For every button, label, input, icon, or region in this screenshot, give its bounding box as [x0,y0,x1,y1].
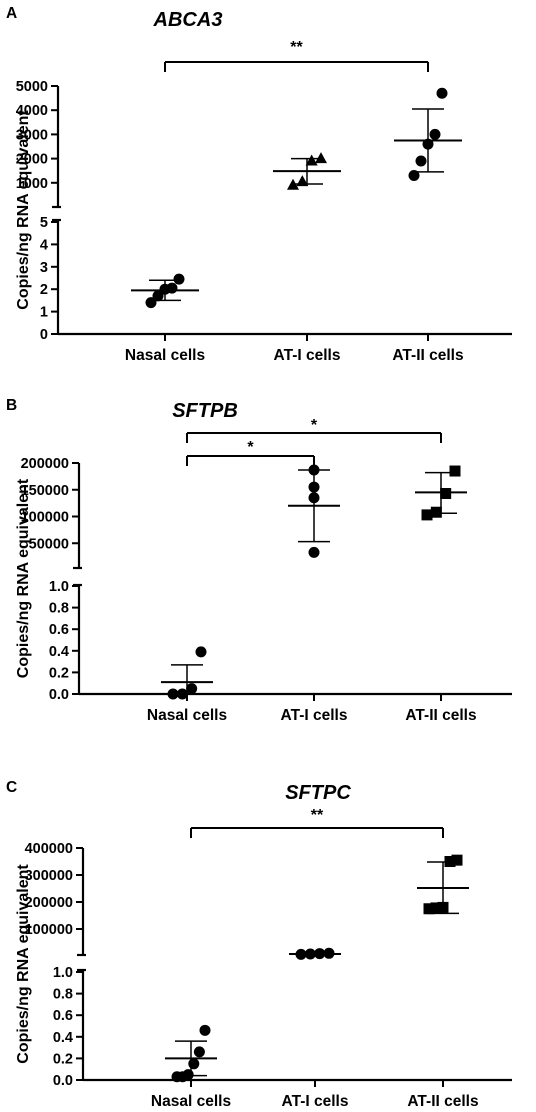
data-point [421,509,433,521]
x-tick-label: AT-I cells [281,707,348,724]
y-tick-label: 2000 [16,152,48,168]
panel-C: C SFTPC Copies/ng RNA equivalent 0.0 0.2 0.4 0… [6,779,512,1110]
x-tick-label: AT-II cells [392,347,463,364]
significance-bracket: ** [190,807,444,838]
data-point [408,170,420,182]
series-at-i-cells [273,152,341,190]
panel-label: B [6,397,17,414]
y-tick-label: 1000 [16,176,48,192]
x-tick-label: Nasal cells [125,347,205,364]
data-point [186,683,198,695]
data-point [199,1024,211,1036]
y-tick-label: 0 [40,327,48,343]
y-tick-label: 50000 [29,536,69,552]
data-point [430,506,442,518]
series-at-i-cells [289,947,341,960]
data-point [451,854,463,866]
series-nasal-cells [161,646,213,700]
y-tick-label: 0.0 [53,1073,73,1089]
data-point [193,1046,205,1058]
y-tick-label: 1.0 [49,579,69,595]
data-point [308,546,320,558]
y-tick-label: 200000 [21,456,69,472]
y-tick-label: 5000 [16,79,48,95]
data-point [152,290,164,302]
data-point [430,902,442,914]
y-tick-label: 300000 [25,868,73,884]
significance-bracket: * [186,417,442,443]
series-at-ii-cells [394,87,462,182]
y-tick-label: 1.0 [53,965,73,981]
data-point [449,465,461,477]
significance-label: ** [290,39,303,56]
series-nasal-cells [165,1024,217,1083]
series-nasal-cells [131,273,199,309]
panel-label: C [6,779,17,796]
significance-label: * [247,439,254,456]
y-axis-label: Copies/ng RNA equivalent [15,864,32,1064]
series-at-ii-cells [415,465,467,521]
y-tick-label: 3000 [16,127,48,143]
y-tick-label: 0.0 [49,687,69,703]
data-point [182,1069,194,1081]
y-tick-label: 3 [40,260,48,276]
series-at-i-cells [288,464,340,558]
y-tick-label: 0.4 [53,1030,73,1046]
chart-title: SFTPC [285,782,351,804]
x-tick-label: AT-I cells [274,347,341,364]
x-tick-label: AT-I cells [282,1093,349,1110]
x-tick-label: Nasal cells [147,707,227,724]
data-point [436,87,448,99]
data-point [195,646,207,658]
y-tick-label: 100000 [21,510,69,526]
y-tick-label: 0.2 [53,1051,73,1067]
significance-bracket: ** [164,39,429,72]
y-tick-label: 0.6 [53,1008,73,1024]
y-axis-label: Copies/ng RNA equivalent [15,478,32,678]
data-point [188,1058,200,1070]
y-axis-label: Copies/ng RNA equivalent [15,110,32,310]
panel-A: A ABCA3 Copies/ng RNA equivalent 0 1 2 3 4 5 1000… [6,5,512,364]
y-tick-label: 100000 [25,922,73,938]
y-tick-label: 0.4 [49,644,69,660]
y-tick-label: 4 [40,237,48,253]
chart-title: SFTPB [172,400,238,422]
x-tick-label: Nasal cells [151,1093,231,1110]
data-point [315,152,327,164]
y-tick-label: 150000 [21,483,69,499]
data-point [415,155,427,167]
y-tick-label: 0.8 [49,601,69,617]
data-point [166,282,178,294]
y-tick-label: 5 [40,215,48,231]
data-point [305,154,318,166]
panel-B: B SFTPB Copies/ng RNA equivalent 0.0 0.2 0.4 0… [6,397,512,724]
panel-label: A [6,5,17,22]
y-tick-label: 0.2 [49,665,69,681]
y-tick-label: 1 [40,305,48,321]
series-at-ii-cells [417,854,469,915]
y-tick-label: 0.6 [49,622,69,638]
data-point [429,128,441,140]
significance-label: * [311,417,318,434]
x-tick-label: AT-II cells [405,707,476,724]
significance-bracket: * [186,439,315,466]
y-tick-label: 4000 [16,103,48,119]
y-tick-label: 0.8 [53,987,73,1003]
chart-title: ABCA3 [153,9,223,31]
data-point [173,273,185,285]
y-tick-label: 400000 [25,841,73,857]
significance-label: ** [311,807,324,824]
y-tick-label: 2 [40,282,48,298]
y-tick-label: 200000 [25,895,73,911]
x-tick-label: AT-II cells [407,1093,478,1110]
data-point [440,487,452,499]
data-point [423,903,435,915]
